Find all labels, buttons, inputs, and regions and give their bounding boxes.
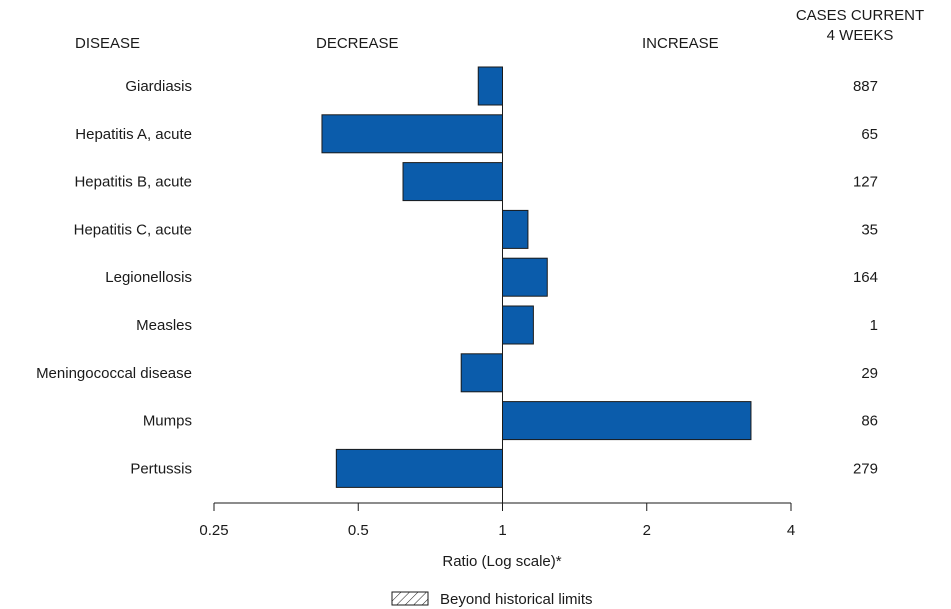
bar xyxy=(477,66,503,106)
category-label: Hepatitis C, acute xyxy=(74,221,192,238)
x-tick-label: 1 xyxy=(498,522,506,539)
cases-value: 1 xyxy=(870,317,878,334)
category-label: Measles xyxy=(136,317,192,334)
header-cases-line1: CASES CURRENT xyxy=(796,7,924,24)
header-disease: DISEASE xyxy=(75,35,140,52)
cases-value: 127 xyxy=(853,174,878,191)
header-cases-line2: 4 WEEKS xyxy=(827,27,894,44)
cases-value: 164 xyxy=(853,269,878,286)
category-label: Giardiasis xyxy=(125,78,192,95)
legend-label: Beyond historical limits xyxy=(440,591,593,608)
x-tick-label: 2 xyxy=(643,522,651,539)
header-decrease: DECREASE xyxy=(316,35,399,52)
bar xyxy=(460,353,503,393)
category-label: Pertussis xyxy=(130,460,192,477)
cases-value: 279 xyxy=(853,460,878,477)
x-tick-label: 4 xyxy=(787,522,795,539)
category-label: Mumps xyxy=(143,413,192,430)
cases-value: 35 xyxy=(861,221,878,238)
bar xyxy=(502,209,529,249)
cases-value: 65 xyxy=(861,126,878,143)
category-label: Legionellosis xyxy=(105,269,192,286)
bar xyxy=(502,257,548,297)
bar xyxy=(402,162,504,202)
x-axis-label: Ratio (Log scale)* xyxy=(442,553,561,570)
bar xyxy=(321,114,504,154)
category-label: Hepatitis B, acute xyxy=(74,174,192,191)
header-increase: INCREASE xyxy=(642,35,719,52)
bar xyxy=(502,305,534,345)
category-label: Meningococcal disease xyxy=(36,365,192,382)
cases-value: 887 xyxy=(853,78,878,95)
category-label: Hepatitis A, acute xyxy=(75,126,192,143)
legend-hatch-swatch xyxy=(391,591,429,606)
bar xyxy=(335,448,503,488)
x-tick-label: 0.5 xyxy=(348,522,369,539)
bar xyxy=(502,401,752,441)
cases-value: 29 xyxy=(861,365,878,382)
cases-value: 86 xyxy=(861,413,878,430)
x-tick-label: 0.25 xyxy=(199,522,228,539)
